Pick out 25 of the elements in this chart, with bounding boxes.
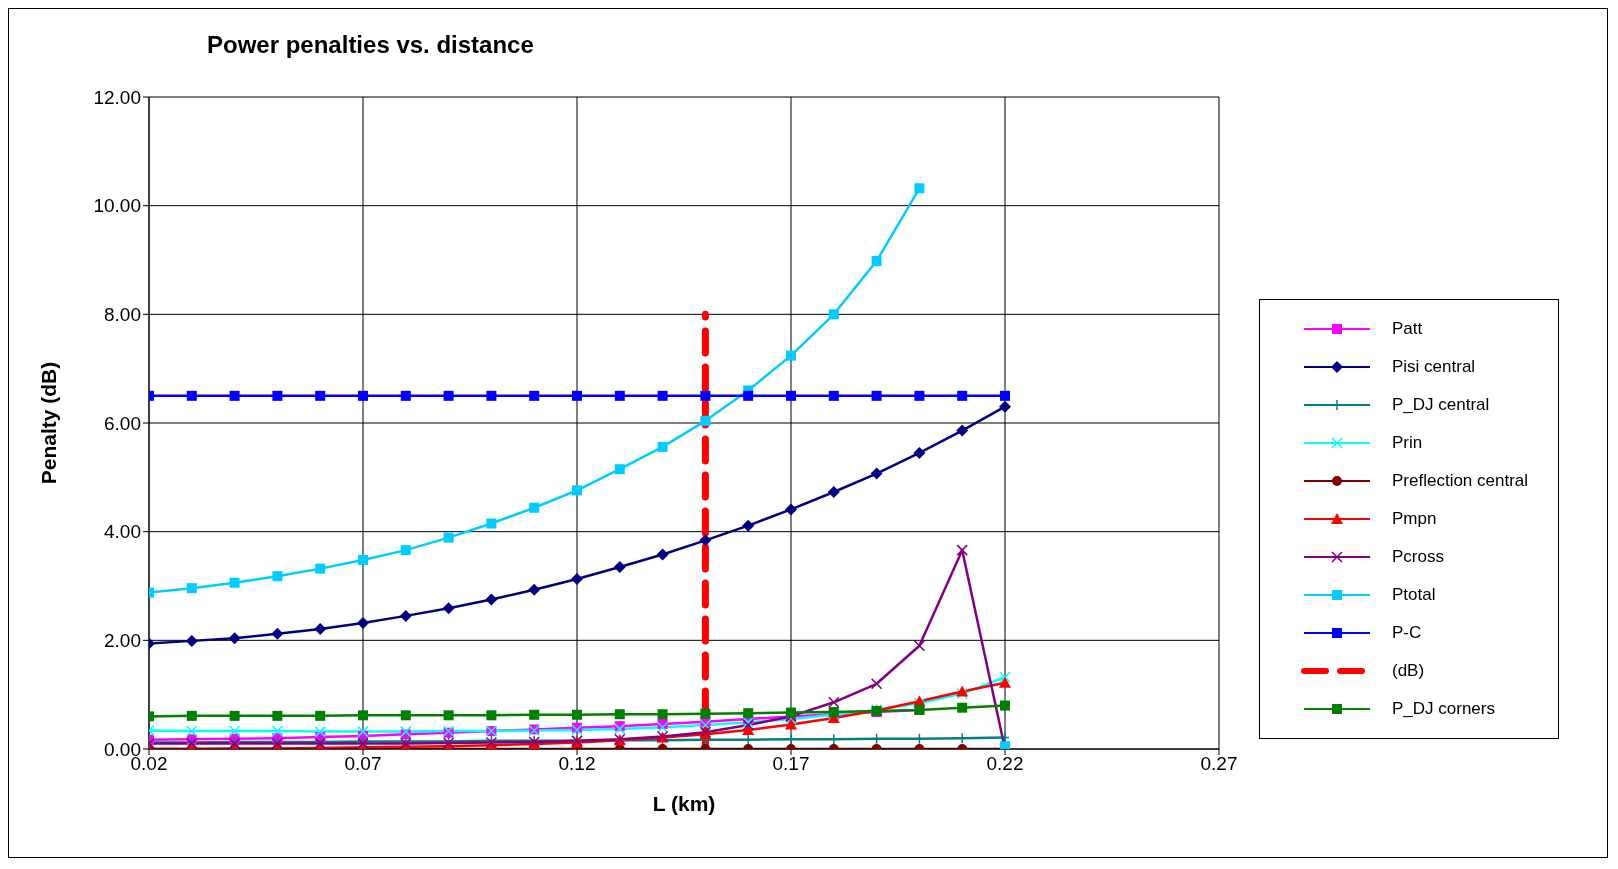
y-tick-label: 6.00 xyxy=(104,412,141,434)
y-axis-title: Penalty (dB) xyxy=(37,361,61,485)
y-tick-label: 2.00 xyxy=(104,630,141,652)
legend-label: Ptotal xyxy=(1392,585,1436,605)
y-tick-label: 4.00 xyxy=(104,521,141,543)
x-tick-label: 0.22 xyxy=(986,753,1024,775)
legend-label: Patt xyxy=(1392,319,1423,339)
x-tick-label: 0.27 xyxy=(1200,753,1238,775)
legend-label: (dB) xyxy=(1392,661,1425,681)
x-tick-label: 0.17 xyxy=(772,753,810,775)
x-tick-label: 0.07 xyxy=(344,753,382,775)
y-tick-label: 8.00 xyxy=(104,304,141,326)
legend-label: Prin xyxy=(1392,433,1423,453)
y-tick-label: 10.00 xyxy=(93,195,141,217)
legend-label: P_DJ corners xyxy=(1392,699,1495,719)
legend-label: Pisi central xyxy=(1392,357,1476,377)
y-tick-label: 12.00 xyxy=(93,86,141,108)
x-tick-label: 0.12 xyxy=(558,753,596,775)
chart-title: Power penalties vs. distance xyxy=(207,31,534,59)
legend-label: Pcross xyxy=(1392,547,1444,567)
legend-label: P_DJ central xyxy=(1392,395,1490,415)
x-axis-title: L (km) xyxy=(652,792,716,815)
legend-label: P-C xyxy=(1392,623,1422,643)
legend-label: Pmpn xyxy=(1392,509,1437,529)
legend-label: Preflection central xyxy=(1392,471,1529,491)
